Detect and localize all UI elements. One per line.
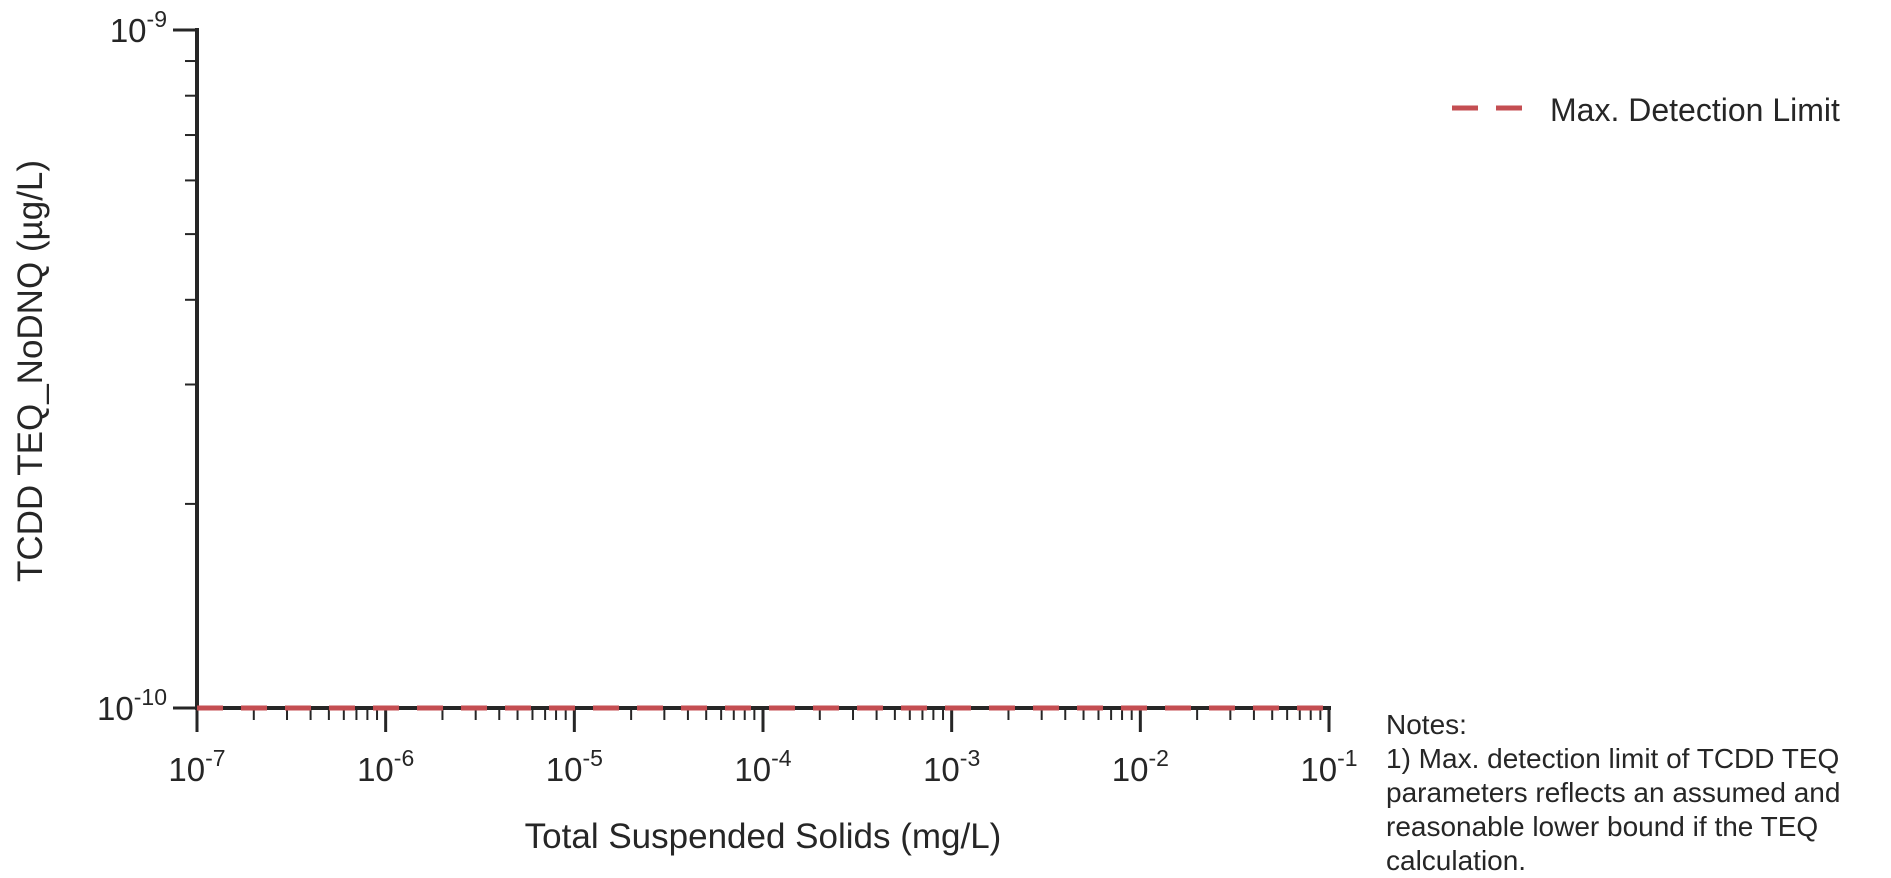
- y-tick-label: 10-9: [110, 6, 167, 49]
- notes-annotation: Notes: 1) Max. detection limit of TCDD T…: [1386, 708, 1886, 878]
- notes-line: calculation.: [1386, 845, 1527, 876]
- x-axis-label: Total Suspended Solids (mg/L): [525, 817, 1002, 856]
- x-major-ticks: [195, 708, 1331, 732]
- y-axis-label: TCDD TEQ_NoDNQ (µg/L): [11, 160, 50, 582]
- x-tick-label: 10-3: [923, 745, 980, 788]
- notes-line: reasonable lower bound if the TEQ: [1386, 811, 1819, 842]
- notes-line: 1) Max. detection limit of TCDD TEQ: [1386, 743, 1840, 774]
- y-tick-label: 10-10: [97, 684, 167, 727]
- x-tick-label: 10-5: [546, 745, 603, 788]
- notes-line: parameters reflects an assumed and: [1386, 777, 1841, 808]
- x-tick-label: 10-6: [357, 745, 414, 788]
- legend: Max. Detection Limit: [1452, 92, 1840, 128]
- x-tick-label: 10-2: [1112, 745, 1169, 788]
- notes-heading: Notes:: [1386, 709, 1467, 740]
- y-major-ticks: [173, 28, 197, 710]
- x-tick-label: 10-1: [1300, 745, 1357, 788]
- legend-label-max-detection-limit: Max. Detection Limit: [1550, 92, 1840, 128]
- x-tick-labels: 10-7 10-6 10-5 10-4 10-3 10-2 10-1: [168, 745, 1357, 788]
- x-tick-label: 10-4: [734, 745, 791, 788]
- x-tick-label: 10-7: [168, 745, 225, 788]
- y-tick-labels: 10-10 10-9: [97, 6, 167, 727]
